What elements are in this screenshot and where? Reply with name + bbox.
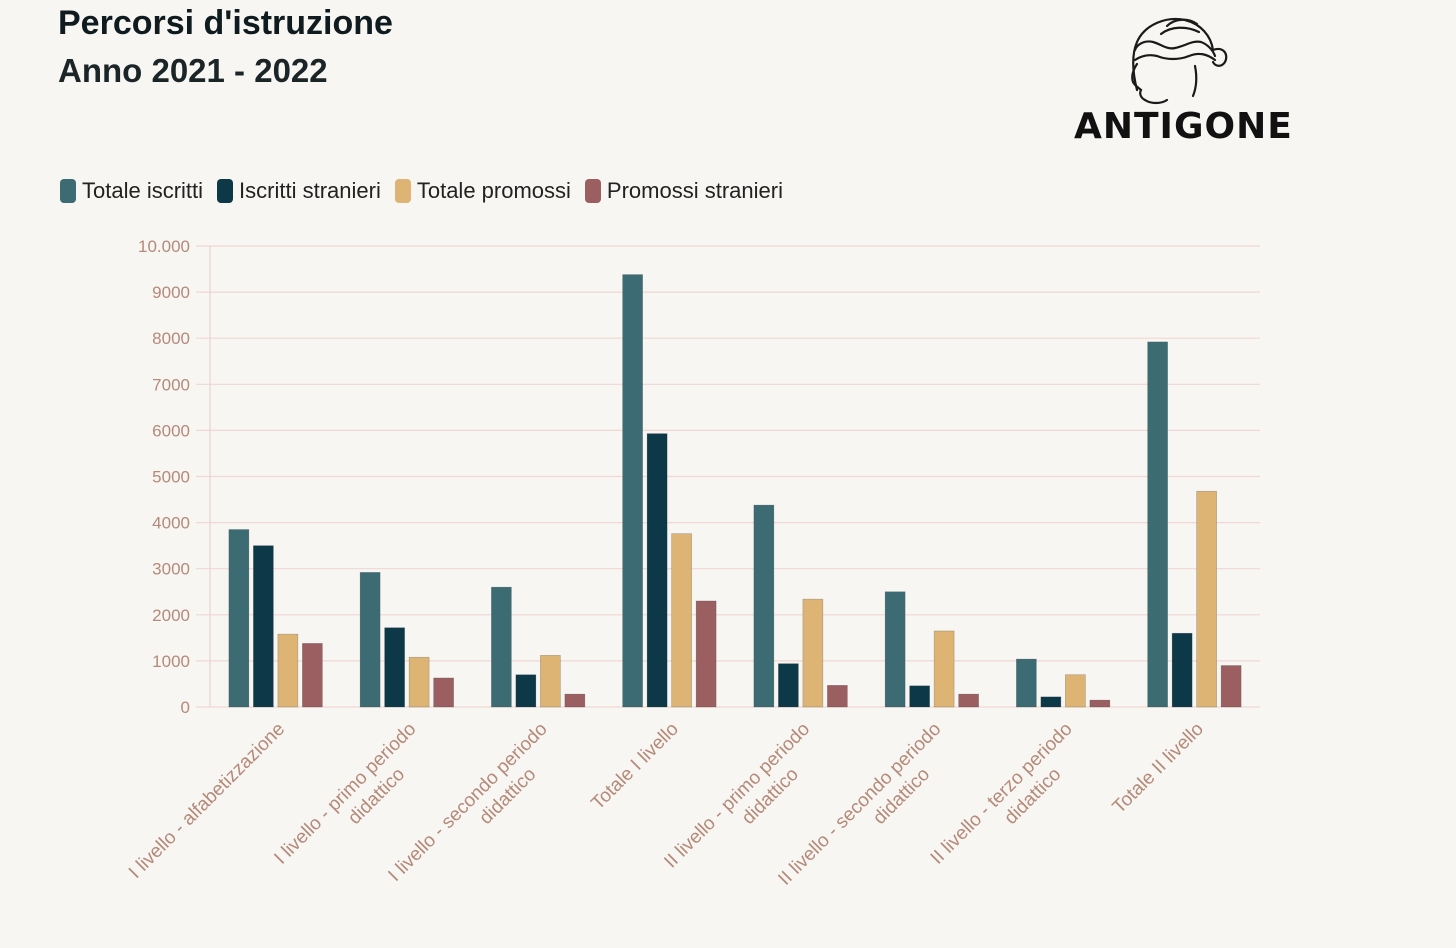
bar xyxy=(540,655,561,708)
x-tick-label-line: II livello - terzo periodo xyxy=(927,719,1077,869)
x-tick-label-line: Totale I livello xyxy=(587,719,683,815)
x-tick-label-line: II livello - secondo periodo xyxy=(774,719,945,890)
x-tick-label-line: Totale II livello xyxy=(1109,719,1208,818)
bar xyxy=(1220,665,1242,708)
x-tick-label-line: didattico xyxy=(1000,764,1065,829)
bar xyxy=(253,545,274,708)
x-tick-label: I livello - primo periododidattico xyxy=(270,719,437,886)
logo-text: ANTIGONE xyxy=(1074,106,1293,147)
bar xyxy=(433,677,454,708)
antigone-logo-icon xyxy=(1131,17,1228,105)
bar xyxy=(1065,674,1086,708)
bar xyxy=(1147,341,1168,708)
bar xyxy=(1040,696,1062,708)
bar xyxy=(564,693,586,708)
y-tick-label: 1000 xyxy=(152,652,190,671)
bar xyxy=(671,533,692,708)
x-tick-label: I livello - alfabetizzazione xyxy=(125,719,289,883)
x-tick-label: II livello - terzo periododidattico xyxy=(927,719,1094,886)
x-tick-label-line: I livello - secondo periodo xyxy=(384,719,551,886)
bar xyxy=(695,600,717,708)
legend-item: Promossi stranieri xyxy=(584,178,783,204)
bar xyxy=(909,685,930,708)
bar xyxy=(622,274,643,708)
x-tick-label-line: didattico xyxy=(344,764,409,829)
y-tick-label: 7000 xyxy=(152,375,190,394)
x-tick-label: I livello - secondo periododidattico xyxy=(384,719,568,903)
legend: Totale iscritti Iscritti stranieri Totale … xyxy=(60,178,797,204)
bar xyxy=(384,627,405,708)
bar xyxy=(802,598,824,708)
legend-item: Totale promossi xyxy=(394,178,571,204)
bar xyxy=(302,643,323,708)
y-tick-label: 3000 xyxy=(152,560,190,579)
legend-swatch xyxy=(60,179,76,203)
legend-swatch xyxy=(584,179,601,203)
x-tick-label: II livello - primo periododidattico xyxy=(660,719,831,890)
bar xyxy=(515,674,537,708)
y-tick-label: 10.000 xyxy=(138,237,190,256)
bar xyxy=(753,504,775,708)
legend-label: Promossi stranieri xyxy=(606,178,783,203)
y-tick-label: 9000 xyxy=(152,283,190,302)
bar xyxy=(491,586,512,708)
x-tick-label: Totale II livello xyxy=(1109,719,1208,818)
y-tick-label: 2000 xyxy=(152,606,190,625)
y-tick-label: 4000 xyxy=(152,514,190,533)
bar xyxy=(958,693,979,708)
bar xyxy=(1196,490,1217,708)
bar xyxy=(408,656,430,708)
bar xyxy=(933,630,955,708)
x-tick-label-line: didattico xyxy=(738,764,803,829)
legend-label: Totale promossi xyxy=(416,178,571,203)
chart-subtitle: Anno 2021 - 2022 xyxy=(58,52,328,89)
x-tick-label-line: II livello - primo periodo xyxy=(660,719,814,873)
chart-title: Percorsi d'istruzione xyxy=(58,4,393,42)
legend-item: Iscritti stranieri xyxy=(217,178,381,204)
bar xyxy=(827,685,848,708)
bar xyxy=(1089,699,1111,708)
legend-swatch xyxy=(217,179,234,203)
legend-label: Iscritti stranieri xyxy=(239,178,381,203)
bar xyxy=(884,591,906,708)
x-tick-label: II livello - secondo periododidattico xyxy=(774,719,962,907)
legend-item: Totale iscritti xyxy=(60,178,203,204)
bar xyxy=(359,572,381,708)
bar xyxy=(646,433,668,708)
y-tick-label: 5000 xyxy=(152,468,190,487)
y-tick-label: 8000 xyxy=(152,329,190,348)
bar xyxy=(228,529,250,708)
x-tick-label-line: I livello - primo periodo xyxy=(270,719,420,869)
x-tick-label-line: I livello - alfabetizzazione xyxy=(125,719,289,883)
bar xyxy=(277,633,299,708)
legend-label: Totale iscritti xyxy=(82,178,204,203)
y-tick-label: 6000 xyxy=(152,421,190,440)
x-tick-label-line: didattico xyxy=(869,764,934,829)
bar xyxy=(778,663,799,708)
bar xyxy=(1016,658,1037,708)
x-tick-label: Totale I livello xyxy=(587,719,683,815)
legend-swatch xyxy=(394,179,411,203)
x-tick-label-line: didattico xyxy=(475,764,540,829)
bar xyxy=(1171,632,1193,708)
y-tick-label: 0 xyxy=(181,698,190,717)
